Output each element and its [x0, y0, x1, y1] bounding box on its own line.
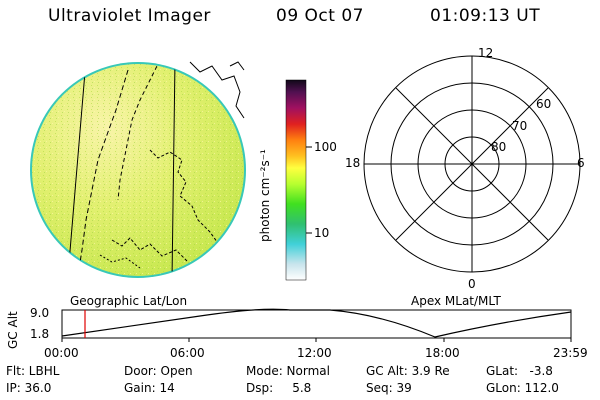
status-ip: IP: 36.0: [6, 381, 52, 395]
time-label: 01:09:13 UT: [430, 6, 541, 26]
colorbar-tick-100: 100: [314, 140, 337, 154]
status-filter: Flt: LBHL: [6, 364, 60, 378]
altitude-ytick-high: 9.0: [30, 306, 50, 320]
uv-image-disk: [30, 61, 246, 278]
date-label: 09 Oct 07: [276, 6, 364, 26]
status-glat: GLat: -3.8: [486, 364, 553, 378]
polar-grid: [363, 55, 581, 273]
status-gc-alt: GC Alt: 3.9 Re: [366, 364, 450, 378]
altitude-xtick: 12:00: [297, 346, 332, 360]
altitude-curve: [61, 308, 572, 338]
lat-label-60: 60: [536, 97, 552, 111]
altitude-plot: [61, 308, 572, 342]
altitude-xtick: 18:00: [425, 346, 460, 360]
status-mode: Mode: Normal: [246, 364, 330, 378]
status-seq: Seq: 39: [366, 381, 412, 395]
lat-label-70: 70: [512, 119, 528, 133]
status-glon: GLon: 112.0: [486, 381, 559, 395]
altitude-ylabel: GC Alt: [6, 311, 20, 349]
altitude-xtick: 23:59: [553, 346, 588, 360]
lat-label-80: 80: [491, 140, 507, 154]
status-gain: Gain: 14: [124, 381, 175, 395]
mlt-label-12: 12: [478, 46, 494, 60]
status-dsp: Dsp: 5.8: [246, 381, 312, 395]
mlt-label-18: 18: [345, 156, 361, 170]
meridian-line: [171, 63, 176, 277]
colorbar: [285, 79, 312, 281]
mlt-label-6: 6: [577, 156, 585, 170]
status-door: Door: Open: [124, 364, 193, 378]
meridian-line: [67, 63, 87, 276]
left-panel-label: Geographic Lat/Lon: [70, 294, 188, 308]
altitude-xtick: 00:00: [44, 346, 79, 360]
altitude-xtick: 06:00: [170, 346, 205, 360]
instrument-title: Ultraviolet Imager: [48, 6, 211, 26]
colorbar-tick-10: 10: [314, 226, 330, 240]
colorbar-unit-label: photon cm⁻²s⁻¹: [258, 149, 272, 242]
right-panel-label: Apex MLat/MLT: [411, 294, 501, 308]
altitude-ytick-low: 1.8: [30, 327, 50, 341]
mlt-label-0: 0: [468, 277, 476, 291]
